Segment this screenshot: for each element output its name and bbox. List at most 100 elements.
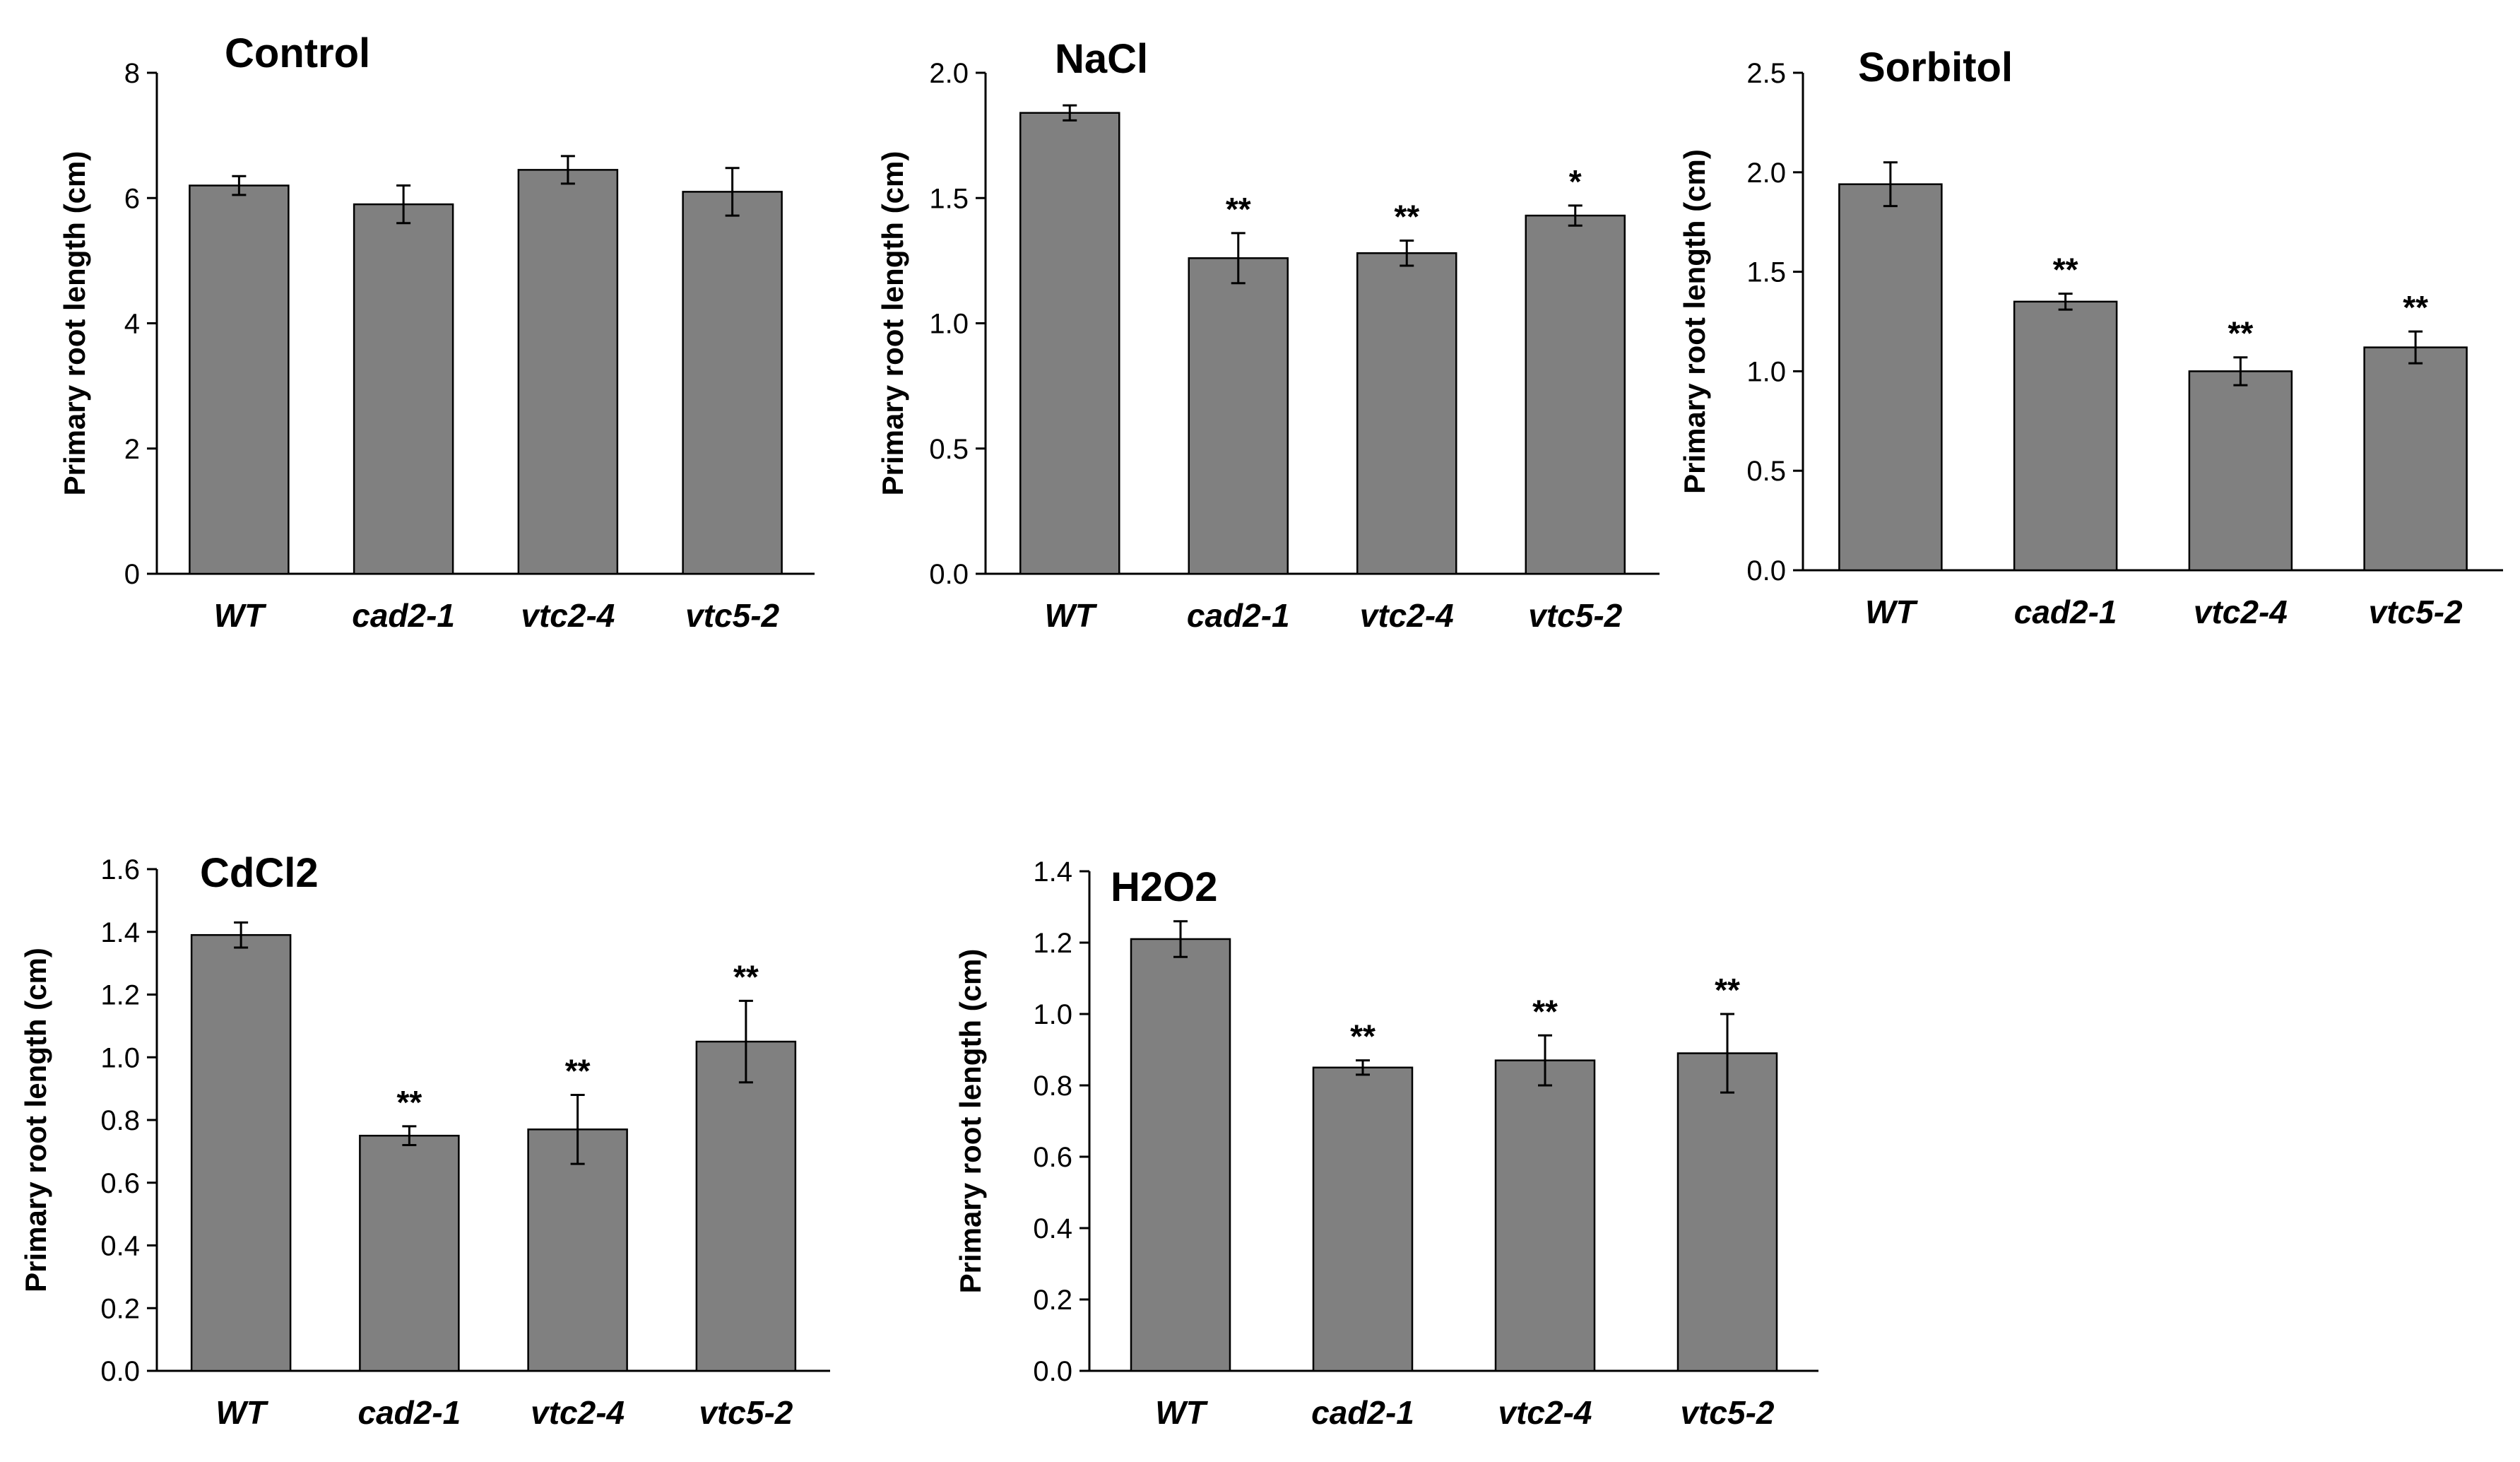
significance-marker: **	[2053, 252, 2078, 288]
significance-marker: **	[1532, 993, 1558, 1030]
chart-panel-3: 0.0 0.5 1.0 1.5 2.0 2.5 Primary root length (c…	[1678, 45, 2503, 630]
bar-WT	[1019, 112, 1120, 575]
y-tick-label: 0.5	[929, 434, 969, 465]
chart-title: H2O2	[1111, 864, 1218, 910]
y-axis-label: Primary root length (cm)	[19, 948, 52, 1292]
y-tick-label: 1.0	[929, 309, 969, 340]
bar-vtc5-2	[1525, 214, 1626, 575]
y-tick-label: 1.5	[1746, 257, 1786, 288]
significance-marker: *	[1569, 163, 1582, 200]
bar-vtc5-2	[682, 191, 783, 575]
y-tick-label: 1.0	[100, 1042, 140, 1073]
bar-vtc2-4	[2188, 370, 2293, 572]
y-tick-label: 0	[124, 559, 140, 590]
x-category-label: vtc2-4	[521, 597, 615, 634]
x-category-label: vtc5-2	[2369, 594, 2463, 630]
y-tick-label: 0.0	[100, 1356, 140, 1387]
significance-marker: **	[2228, 315, 2253, 352]
y-tick-label: 1.2	[1033, 928, 1072, 959]
significance-marker: **	[396, 1084, 422, 1121]
significance-marker: **	[733, 958, 759, 995]
y-tick-label: 1.2	[100, 980, 140, 1011]
bar-WT	[1838, 183, 1943, 572]
bar-vtc2-4	[1356, 252, 1457, 575]
bar-WT	[1130, 938, 1231, 1372]
bar-vtc2-4	[517, 169, 619, 575]
bar-vtc5-2	[1676, 1052, 1778, 1372]
bar-cad2-1	[2013, 300, 2118, 572]
y-axis-label: Primary root length (cm)	[876, 151, 909, 496]
x-category-label: cad2-1	[1311, 1394, 1414, 1431]
x-category-label: WT	[1865, 594, 1918, 630]
significance-marker: **	[1226, 191, 1251, 228]
chart-title: Control	[225, 30, 370, 76]
y-tick-label: 2.5	[1746, 58, 1786, 89]
y-tick-label: 8	[124, 58, 140, 89]
y-tick-label: 1.6	[100, 854, 140, 885]
y-tick-label: 6	[124, 183, 140, 214]
y-tick-label: 1.5	[929, 183, 969, 214]
x-category-label: cad2-1	[358, 1394, 461, 1431]
bar-cad2-1	[359, 1134, 460, 1372]
x-category-label: vtc5-2	[1528, 597, 1622, 634]
x-category-label: vtc2-4	[1360, 597, 1454, 634]
x-category-label: vtc5-2	[699, 1394, 793, 1431]
x-category-label: cad2-1	[352, 597, 455, 634]
bar-vtc5-2	[2363, 346, 2468, 572]
chart-panel-2: 0.0 0.5 1.0 1.5 2.0 Primary root length (cm) N…	[876, 36, 1660, 634]
x-category-label: vtc2-4	[531, 1394, 625, 1431]
x-category-label: vtc5-2	[685, 597, 779, 634]
bar-WT	[189, 184, 290, 575]
significance-marker: **	[2403, 289, 2428, 326]
y-tick-label: 0.8	[100, 1105, 140, 1136]
chart-title: NaCl	[1055, 36, 1148, 82]
chart-panel-5: 0.0 0.2 0.4 0.6 0.8 1.0 1.2 1.4 Primary root len…	[954, 856, 1818, 1431]
significance-marker: **	[1350, 1018, 1376, 1055]
bar-vtc5-2	[695, 1040, 797, 1372]
x-category-label: cad2-1	[2014, 594, 2117, 630]
y-tick-label: 0.2	[100, 1293, 140, 1324]
x-category-label: WT	[214, 597, 267, 634]
chart-title: Sorbitol	[1858, 45, 2013, 90]
y-tick-label: 0.5	[1746, 456, 1786, 487]
y-tick-label: 1.4	[100, 917, 140, 948]
y-axis-label: Primary root length (cm)	[954, 949, 987, 1294]
y-tick-label: 4	[124, 309, 140, 340]
bar-cad2-1	[1312, 1066, 1414, 1372]
chart-panel-1: 0 2 4 6 8 Primary root length (cm) Control WT ca…	[58, 30, 815, 634]
significance-marker: **	[1715, 972, 1740, 1008]
y-tick-label: 2.0	[929, 58, 969, 89]
y-tick-label: 1.4	[1033, 856, 1072, 888]
x-category-label: WT	[1044, 597, 1097, 634]
x-category-label: cad2-1	[1187, 597, 1290, 634]
x-category-label: vtc2-4	[2194, 594, 2288, 630]
y-tick-label: 2.0	[1746, 158, 1786, 189]
significance-marker: **	[565, 1053, 591, 1090]
y-tick-label: 0.0	[1033, 1356, 1072, 1387]
y-tick-label: 0.0	[1746, 555, 1786, 586]
y-axis-label: Primary root length (cm)	[1678, 149, 1711, 494]
x-category-label: WT	[1155, 1394, 1208, 1431]
bar-cad2-1	[353, 203, 454, 575]
y-axis-label: Primary root length (cm)	[58, 151, 91, 496]
bar-WT	[190, 933, 292, 1372]
x-category-label: WT	[215, 1394, 268, 1431]
y-tick-label: 0.8	[1033, 1071, 1072, 1102]
y-tick-label: 0.0	[929, 559, 969, 590]
x-category-label: vtc2-4	[1498, 1394, 1592, 1431]
y-tick-label: 0.6	[100, 1168, 140, 1199]
y-tick-label: 1.0	[1746, 356, 1786, 387]
chart-title: CdCl2	[200, 850, 319, 896]
chart-panel-4: 0.0 0.2 0.4 0.6 0.8 1.0 1.2 1.4 1.6 Primary root …	[19, 850, 830, 1431]
y-tick-label: 2	[124, 434, 140, 465]
x-category-label: vtc5-2	[1681, 1394, 1775, 1431]
y-tick-label: 0.2	[1033, 1285, 1072, 1316]
bar-vtc2-4	[1494, 1059, 1596, 1372]
y-tick-label: 0.4	[100, 1231, 140, 1262]
bar-vtc2-4	[527, 1128, 628, 1372]
significance-marker: **	[1394, 199, 1419, 235]
y-tick-label: 0.6	[1033, 1142, 1072, 1173]
bar-cad2-1	[1188, 257, 1289, 575]
